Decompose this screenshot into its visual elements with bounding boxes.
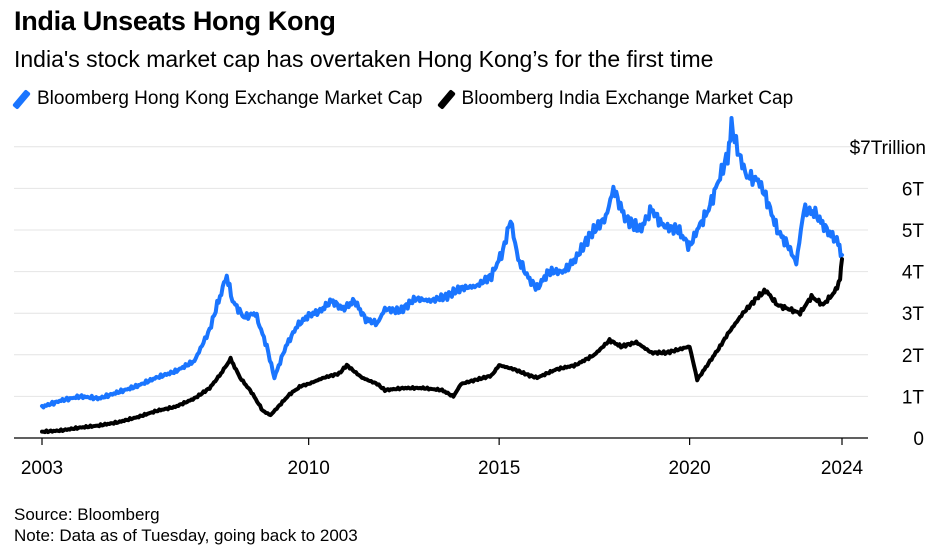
legend-item-india: Bloomberg India Exchange Market Cap [436,88,794,110]
legend-label-hong-kong: Bloomberg Hong Kong Exchange Market Cap [37,88,423,109]
chart-title: India Unseats Hong Kong [14,6,336,36]
x-tick-label: 2024 [821,458,864,479]
y-tick-label: 6T [902,179,925,200]
series-line-hong-kong [40,116,844,410]
y-tick-label: 4T [902,263,925,284]
y-unit-label: $7Trillion [850,138,926,159]
x-tick-label: 2010 [288,458,330,479]
x-tick-label: 2003 [21,458,63,479]
y-tick-label: 5T [902,221,925,242]
x-tick-label: 2015 [478,458,520,479]
legend-swatch-hong-kong [12,88,31,110]
y-tick-label: 2T [902,346,925,367]
y-tick-label: 0 [913,429,924,450]
y-tick-label: 3T [902,304,925,325]
gridlines [14,146,868,439]
legend-swatch-india [436,88,456,110]
legend-item-hong-kong: Bloomberg Hong Kong Exchange Market Cap [12,88,423,110]
series-line-india [40,257,844,435]
series-lines [40,116,844,435]
y-axis-labels: 0 1T 2T 3T 4T 5T 6T $7Trillion [850,138,926,450]
source-text: Source: Bloomberg [14,505,160,524]
footer: Source: Bloomberg Note: Data as of Tuesd… [14,504,358,546]
x-axis: 2003 2010 2015 2020 2024 [21,438,864,479]
y-tick-label: 1T [902,387,925,408]
chart-subtitle: India's stock market cap has overtaken H… [14,46,714,72]
legend: Bloomberg Hong Kong Exchange Market Cap … [12,88,809,110]
legend-label-india: Bloomberg India Exchange Market Cap [461,88,794,109]
x-tick-label: 2020 [668,458,710,479]
note-text: Note: Data as of Tuesday, going back to … [14,526,358,545]
